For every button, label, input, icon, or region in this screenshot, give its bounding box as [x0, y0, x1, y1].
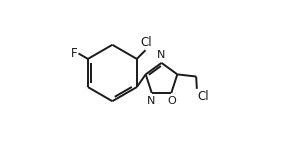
Text: N: N [147, 96, 155, 106]
Text: N: N [157, 50, 166, 60]
Text: F: F [71, 47, 78, 60]
Text: Cl: Cl [198, 89, 209, 102]
Text: O: O [168, 96, 176, 106]
Text: Cl: Cl [140, 36, 152, 49]
